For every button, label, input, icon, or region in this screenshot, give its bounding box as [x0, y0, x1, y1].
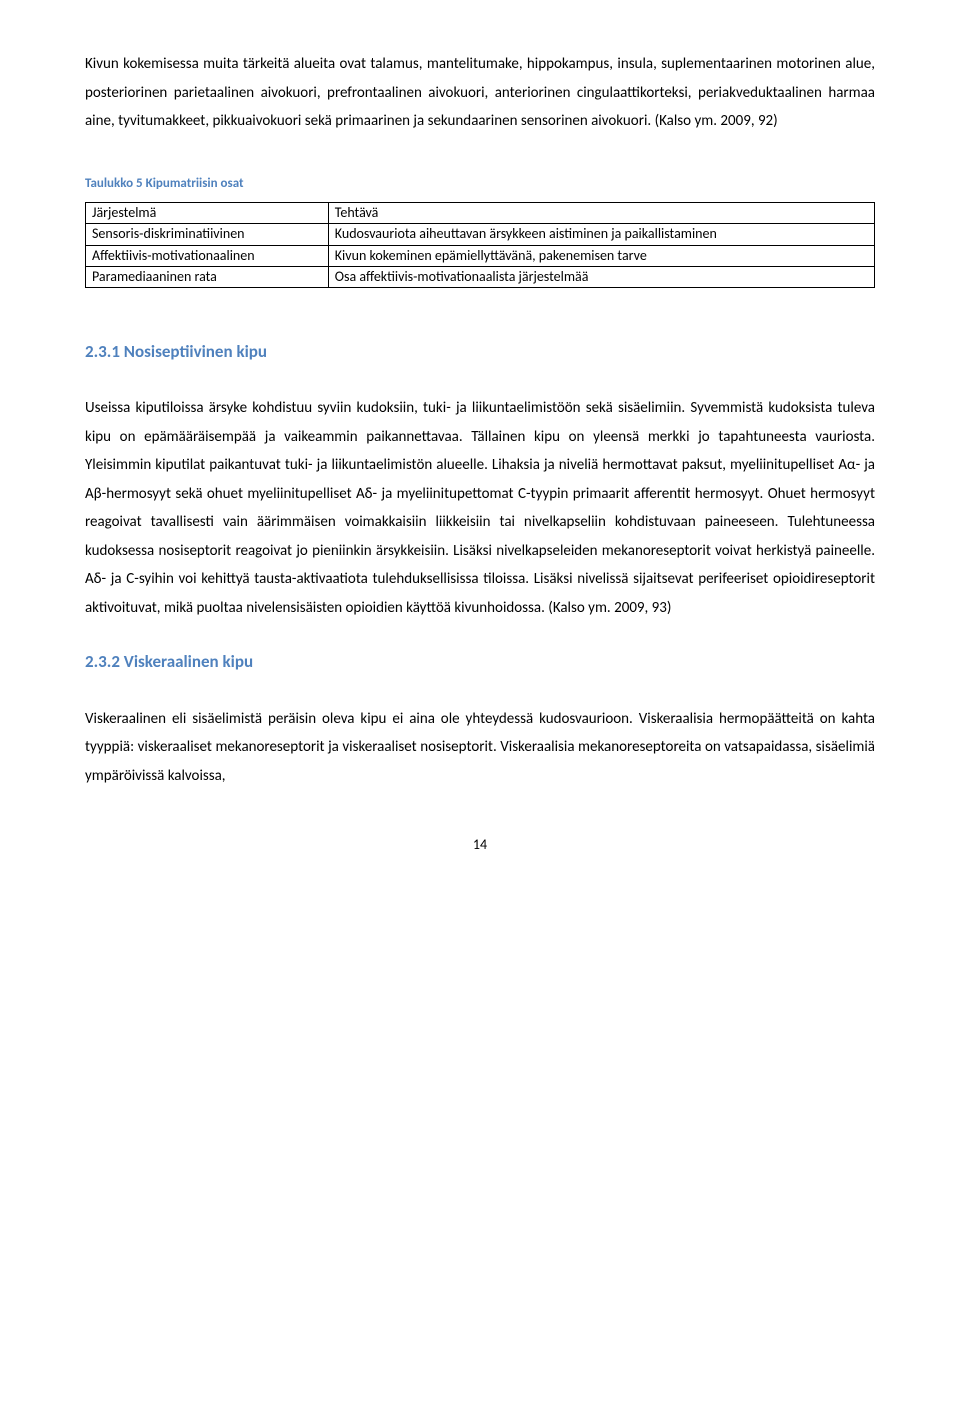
table-row: Paramediaaninen rata Osa affektiivis-mot… [86, 266, 875, 287]
table-header-row: Järjestelmä Tehtävä [86, 203, 875, 224]
paragraph-viskeraalinen: Viskeraalinen eli sisäelimistä peräisin … [85, 705, 875, 791]
table-row: Affektiivis-motivationaalinen Kivun koke… [86, 245, 875, 266]
kipumatriisi-table: Järjestelmä Tehtävä Sensoris-diskriminat… [85, 202, 875, 288]
table-caption: Taulukko 5 Kipumatriisin osat [85, 172, 875, 197]
paragraph-nosiseptiivinen: Useissa kiputiloissa ärsyke kohdistuu sy… [85, 394, 875, 622]
paragraph-intro: Kivun kokemisessa muita tärkeitä alueita… [85, 50, 875, 136]
table-cell: Osa affektiivis-motivationaalista järjes… [328, 266, 874, 287]
table-cell: Affektiivis-motivationaalinen [86, 245, 329, 266]
page-number: 14 [85, 838, 875, 852]
heading-2-3-1: 2.3.1 Nosiseptiivinen kipu [85, 336, 875, 368]
table-row: Sensoris-diskriminatiivinen Kudosvauriot… [86, 224, 875, 245]
table-header-col1: Järjestelmä [86, 203, 329, 224]
table-cell: Paramediaaninen rata [86, 266, 329, 287]
heading-2-3-2: 2.3.2 Viskeraalinen kipu [85, 646, 875, 678]
table-cell: Kudosvauriota aiheuttavan ärsykkeen aist… [328, 224, 874, 245]
table-cell: Kivun kokeminen epämiellyttävänä, pakene… [328, 245, 874, 266]
table-header-col2: Tehtävä [328, 203, 874, 224]
table-cell: Sensoris-diskriminatiivinen [86, 224, 329, 245]
